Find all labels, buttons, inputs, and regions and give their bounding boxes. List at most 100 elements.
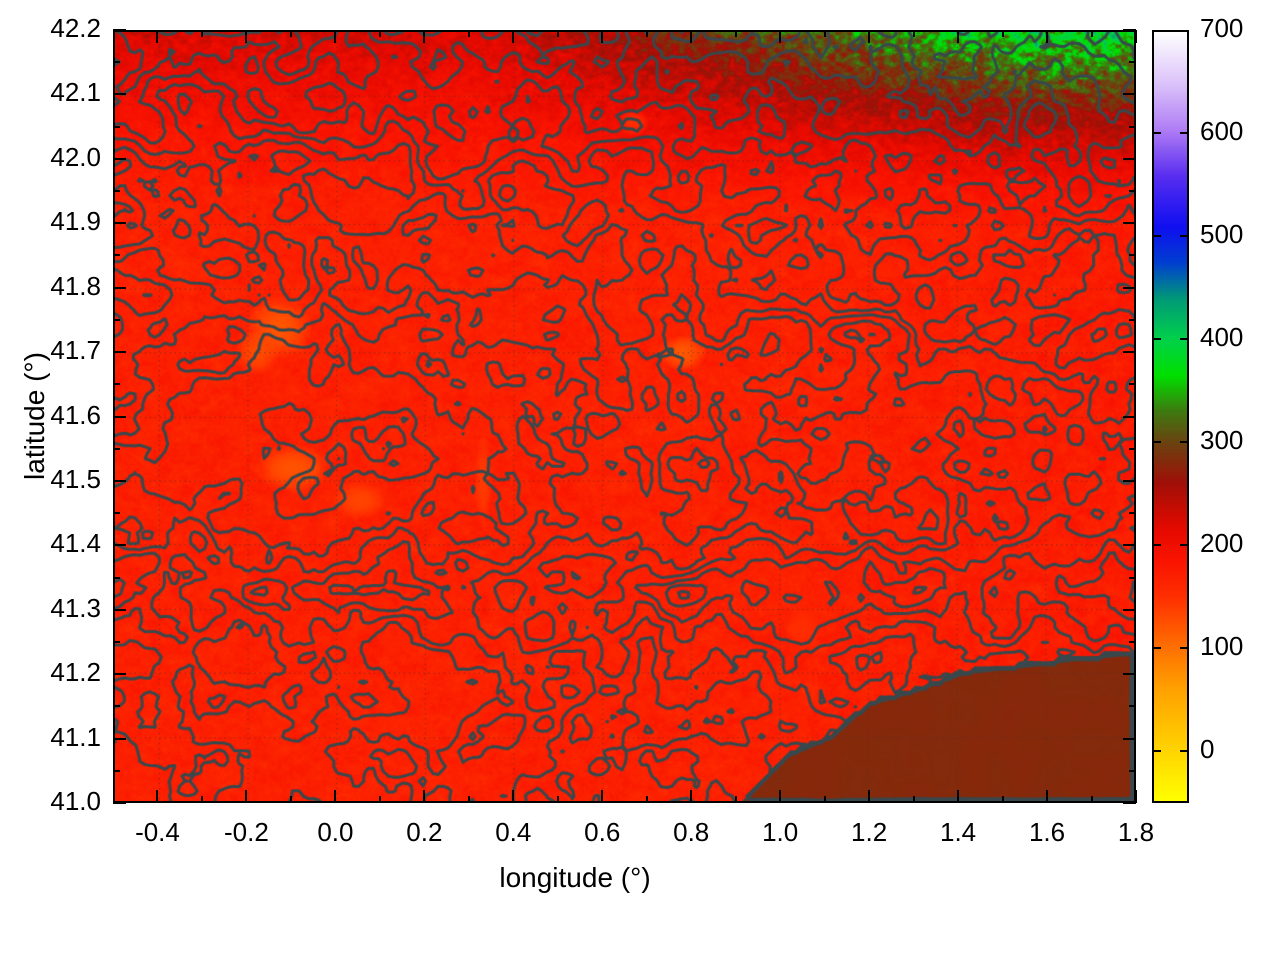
y-axis-minor-tick	[113, 769, 120, 772]
x-axis-tick-label: 0.0	[317, 817, 354, 847]
x-axis-tick-label: 1.6	[1028, 817, 1066, 847]
x-axis-tick-label: 1.8	[1117, 817, 1155, 847]
x-axis-major-tick	[423, 30, 426, 43]
y-axis-major-tick	[1123, 29, 1136, 31]
y-axis-tick-label: 41.5	[50, 463, 101, 494]
colorbar-tick-label: 200	[1200, 528, 1244, 559]
x-axis-minor-tick	[467, 30, 470, 37]
x-axis-minor-tick	[1090, 30, 1093, 37]
x-axis-major-tick	[334, 790, 337, 803]
y-axis-major-tick	[1123, 222, 1136, 225]
x-axis-major-tick	[690, 30, 693, 43]
y-axis-minor-tick	[113, 61, 120, 64]
x-axis-tick-label: 0.6	[584, 817, 621, 847]
x-axis-minor-tick	[823, 30, 826, 37]
colorbar-tick	[1152, 132, 1161, 135]
y-axis-major-tick	[1123, 351, 1136, 354]
x-axis-minor-tick	[556, 30, 559, 37]
x-axis-minor-tick	[467, 796, 470, 803]
y-axis-minor-tick	[113, 190, 120, 193]
y-axis-minor-tick	[1129, 640, 1136, 643]
y-axis-major-tick	[113, 737, 126, 740]
y-axis-minor-tick	[1129, 512, 1136, 515]
y-axis-minor-tick	[1129, 705, 1136, 708]
x-axis-minor-tick	[289, 796, 292, 803]
y-axis-major-tick	[113, 222, 126, 225]
x-axis-major-tick	[423, 790, 426, 803]
y-axis-major-tick	[113, 673, 126, 676]
y-axis-major-tick	[113, 544, 126, 547]
x-axis-minor-tick	[1090, 796, 1093, 803]
colorbar-tick	[1180, 544, 1189, 547]
colorbar-tick	[1180, 647, 1189, 650]
colorbar-tick-label: 100	[1200, 631, 1244, 662]
y-axis-major-tick	[1123, 673, 1136, 676]
x-axis-major-tick	[156, 790, 159, 803]
colorbar	[1152, 30, 1189, 803]
x-axis-minor-tick	[734, 30, 737, 37]
y-axis-tick-label: 41.9	[50, 206, 101, 237]
y-axis-minor-tick	[113, 447, 120, 450]
x-axis-minor-tick	[645, 30, 648, 37]
x-axis-minor-tick	[912, 30, 915, 37]
y-axis-major-tick	[1123, 286, 1136, 289]
x-axis-major-tick	[779, 790, 782, 803]
x-axis-minor-tick	[1001, 796, 1004, 803]
colorbar-tick-label: 300	[1200, 425, 1244, 456]
x-axis-major-tick	[601, 30, 604, 43]
y-axis-major-tick	[1123, 479, 1136, 482]
x-axis-major-tick	[1135, 790, 1137, 803]
y-axis-minor-tick	[113, 383, 120, 386]
y-axis-minor-tick	[1129, 125, 1136, 128]
y-axis-major-tick	[113, 479, 126, 482]
colorbar-tick-label: 700	[1200, 13, 1244, 43]
y-axis-tick-label: 41.4	[50, 528, 101, 559]
y-axis-minor-tick	[1129, 769, 1136, 772]
y-axis-major-tick	[113, 802, 126, 804]
x-axis-major-tick	[690, 790, 693, 803]
x-axis-tick-label: 1.0	[762, 817, 799, 847]
colorbar-tick	[1152, 647, 1161, 650]
y-axis-tick-label: 41.7	[50, 335, 101, 366]
x-axis-tick-label: 0.8	[673, 817, 710, 847]
y-axis-tick-label: 42.1	[50, 77, 101, 108]
y-axis-tick-label: 41.3	[50, 592, 101, 623]
x-axis-minor-tick	[289, 30, 292, 37]
y-axis-minor-tick	[113, 254, 120, 257]
x-axis-major-tick	[1135, 30, 1137, 43]
colorbar-tick-label: 600	[1200, 116, 1244, 147]
y-axis-minor-tick	[113, 576, 120, 579]
x-axis-major-tick	[868, 30, 871, 43]
x-axis-minor-tick	[200, 30, 203, 37]
y-axis-major-tick	[1123, 737, 1136, 740]
y-axis-minor-tick	[1129, 447, 1136, 450]
x-axis-tick-label: 1.2	[851, 817, 888, 847]
colorbar-tick	[1152, 338, 1161, 341]
colorbar-tick	[1180, 132, 1189, 135]
y-axis-major-tick	[1123, 544, 1136, 547]
heatmap-plot-area	[113, 30, 1136, 803]
y-axis-major-tick	[1123, 608, 1136, 611]
x-axis-tick-label: -0.2	[224, 817, 269, 847]
y-axis-major-tick	[1123, 157, 1136, 160]
y-axis-tick-label: 42.0	[50, 141, 101, 172]
x-axis-major-tick	[512, 30, 515, 43]
x-axis-tick-label: 0.4	[495, 817, 532, 847]
y-axis-minor-tick	[113, 640, 120, 643]
x-axis-minor-tick	[378, 30, 381, 37]
y-axis-tick-label: 42.2	[50, 13, 101, 43]
y-axis-minor-tick	[1129, 318, 1136, 321]
x-axis-major-tick	[957, 790, 960, 803]
x-axis-minor-tick	[734, 796, 737, 803]
y-axis-major-tick	[113, 286, 126, 289]
x-axis-major-tick	[334, 30, 337, 43]
y-axis-major-tick	[113, 93, 126, 96]
x-axis-tick-label: 0.2	[406, 817, 443, 847]
y-axis-major-tick	[113, 351, 126, 354]
x-axis-major-tick	[868, 790, 871, 803]
x-axis-minor-tick	[200, 796, 203, 803]
y-axis-major-tick	[113, 608, 126, 611]
y-axis-minor-tick	[1129, 61, 1136, 64]
colorbar-tick	[1180, 338, 1189, 341]
